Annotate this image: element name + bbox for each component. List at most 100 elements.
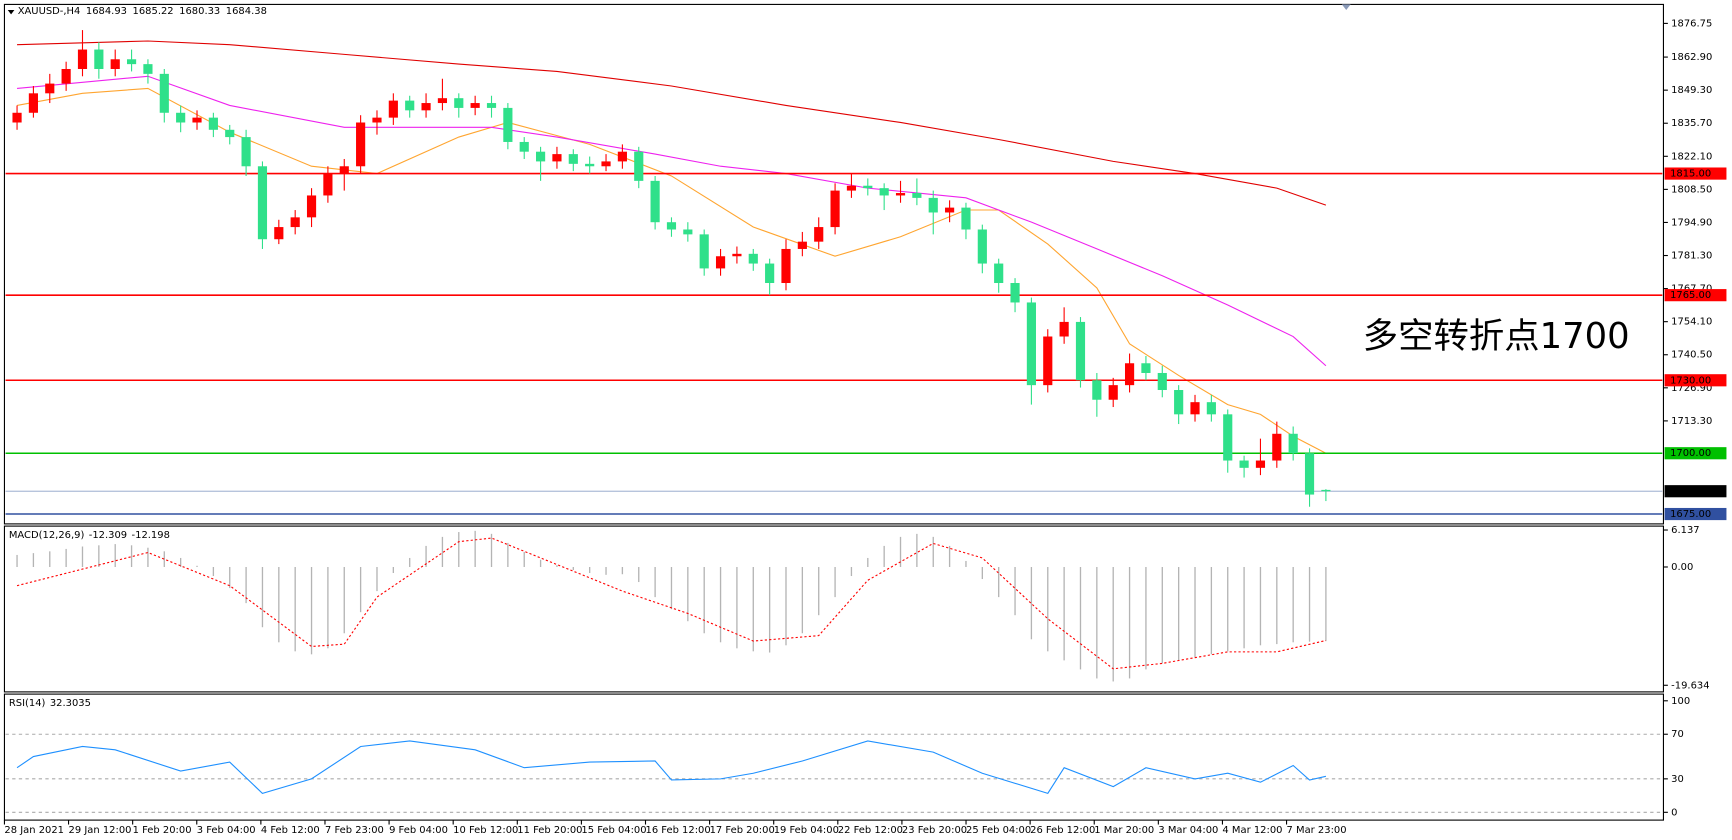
candle-body (1092, 380, 1102, 400)
x-tick-label: 3 Feb 04:00 (197, 825, 256, 836)
level-label: 1730.00 (1670, 375, 1711, 386)
candle-body (61, 68, 71, 84)
candle-body (1321, 489, 1331, 492)
x-tick-label: 1 Mar 20:00 (1094, 825, 1154, 836)
x-tick-label: 7 Mar 23:00 (1287, 825, 1347, 836)
candle-body (879, 188, 889, 196)
level-label: 1675.00 (1670, 509, 1711, 520)
candle-body (830, 190, 840, 228)
moving-average (16, 75, 1327, 367)
candle-body (372, 117, 382, 123)
candle-body (961, 207, 971, 230)
macd-signal (16, 537, 1327, 670)
y-tick-label: 1713.30 (1671, 416, 1712, 427)
y-tick-label: 1822.10 (1671, 151, 1712, 162)
candle-body (601, 161, 611, 167)
candle-body (323, 173, 333, 196)
candle-body (1108, 385, 1118, 400)
candle-body (765, 263, 775, 284)
x-tick-label: 11 Feb 20:00 (517, 825, 582, 836)
x-tick-label: 26 Feb 12:00 (1030, 825, 1095, 836)
macd-label: MACD(12,26,9) -12.309 -12.198 (9, 530, 170, 541)
candle-body (208, 117, 218, 130)
candle-body (94, 49, 104, 69)
candle-body (814, 227, 824, 242)
y-tick-label: 1876.75 (1671, 18, 1712, 29)
candle-body (126, 59, 137, 65)
rsi-value: 32.3035 (50, 698, 91, 709)
x-tick-label: 3 Mar 04:00 (1158, 825, 1218, 836)
candle-body (356, 122, 366, 167)
candle-body (650, 180, 660, 223)
y-tick-label: 30 (1671, 774, 1684, 785)
current-price-bg (1664, 485, 1727, 498)
y-tick-label: 0 (1671, 807, 1677, 818)
candle-body (437, 98, 448, 104)
candle-body (241, 137, 251, 167)
x-tick-label: 23 Feb 20:00 (902, 825, 967, 836)
level-label-bg (1664, 374, 1727, 387)
candle-body (503, 107, 513, 142)
plot-layer: 1876.75 1862.90 1849.30 1835.70 1822.10 1808.… (3, 6, 1727, 836)
x-tick-label: 1 Feb 20:00 (133, 825, 192, 836)
candle-body (699, 234, 709, 269)
y-tick-label: 1754.10 (1671, 317, 1712, 328)
candle-body (994, 263, 1004, 284)
y-tick-label: 1808.50 (1671, 184, 1712, 195)
candle-body (536, 151, 546, 162)
ohlc-value: 1684.38 (226, 6, 267, 17)
candle-body (1206, 402, 1216, 415)
x-tick-label: 4 Mar 12:00 (1222, 825, 1282, 836)
candle-body (28, 93, 38, 113)
level-label-bg (1664, 447, 1727, 460)
candle-body (1304, 453, 1315, 495)
candle-body (290, 217, 300, 228)
candle-body (1255, 460, 1266, 468)
candle-body (225, 129, 235, 138)
level-label: 1765.00 (1670, 290, 1711, 301)
indicator-name: MACD(12,26,9) (9, 530, 85, 541)
candle-body (143, 64, 153, 74)
candle-body (748, 253, 758, 264)
candle-body (715, 256, 726, 269)
candle-body (617, 151, 627, 162)
x-tick-label: 17 Feb 20:00 (710, 825, 775, 836)
candle-body (454, 98, 464, 108)
candle-body (863, 185, 873, 189)
candle-body (45, 83, 55, 94)
candle-body (176, 112, 186, 123)
x-tick-label: 9 Feb 04:00 (389, 825, 448, 836)
candle-body (1075, 321, 1086, 381)
symbol: XAUUSD-,H4 (18, 6, 81, 17)
signal-value: -12.198 (132, 530, 170, 541)
y-tick-label: 70 (1671, 729, 1684, 740)
annotation: 多空转折点1700 (1363, 316, 1630, 357)
candle-body (519, 141, 529, 152)
rsi-panel (3, 693, 1665, 821)
y-tick-label: 6.137 (1671, 525, 1699, 536)
y-tick-label: 1835.70 (1671, 118, 1712, 129)
candle-body (1174, 390, 1184, 415)
header: XAUUSD-,H4 1684.93 1685.22 1680.33 1684.38 (18, 6, 267, 17)
candle-body (306, 195, 317, 218)
candle-body (1157, 372, 1167, 391)
candle-body (1288, 433, 1298, 454)
candle-body (486, 103, 497, 108)
price-panel (3, 3, 1665, 525)
candle-body (339, 166, 349, 174)
candle-body (1239, 460, 1249, 468)
y-tick-label: 100 (1671, 696, 1690, 707)
moving-average (16, 87, 1327, 454)
rsi-label: RSI(14) 32.3035 (9, 698, 91, 709)
menu-arrow[interactable] (7, 9, 15, 15)
candle-body (421, 103, 431, 111)
candle-body (405, 100, 415, 111)
candle-body (1059, 321, 1069, 337)
x-tick-label: 16 Feb 12:00 (646, 825, 711, 836)
x-tick-label: 28 Jan 2021 (4, 825, 64, 836)
ohlc-value: 1685.22 (133, 6, 174, 17)
candle-body (1141, 363, 1151, 373)
shift-marker[interactable] (1341, 4, 1351, 10)
candle-body (732, 253, 742, 257)
